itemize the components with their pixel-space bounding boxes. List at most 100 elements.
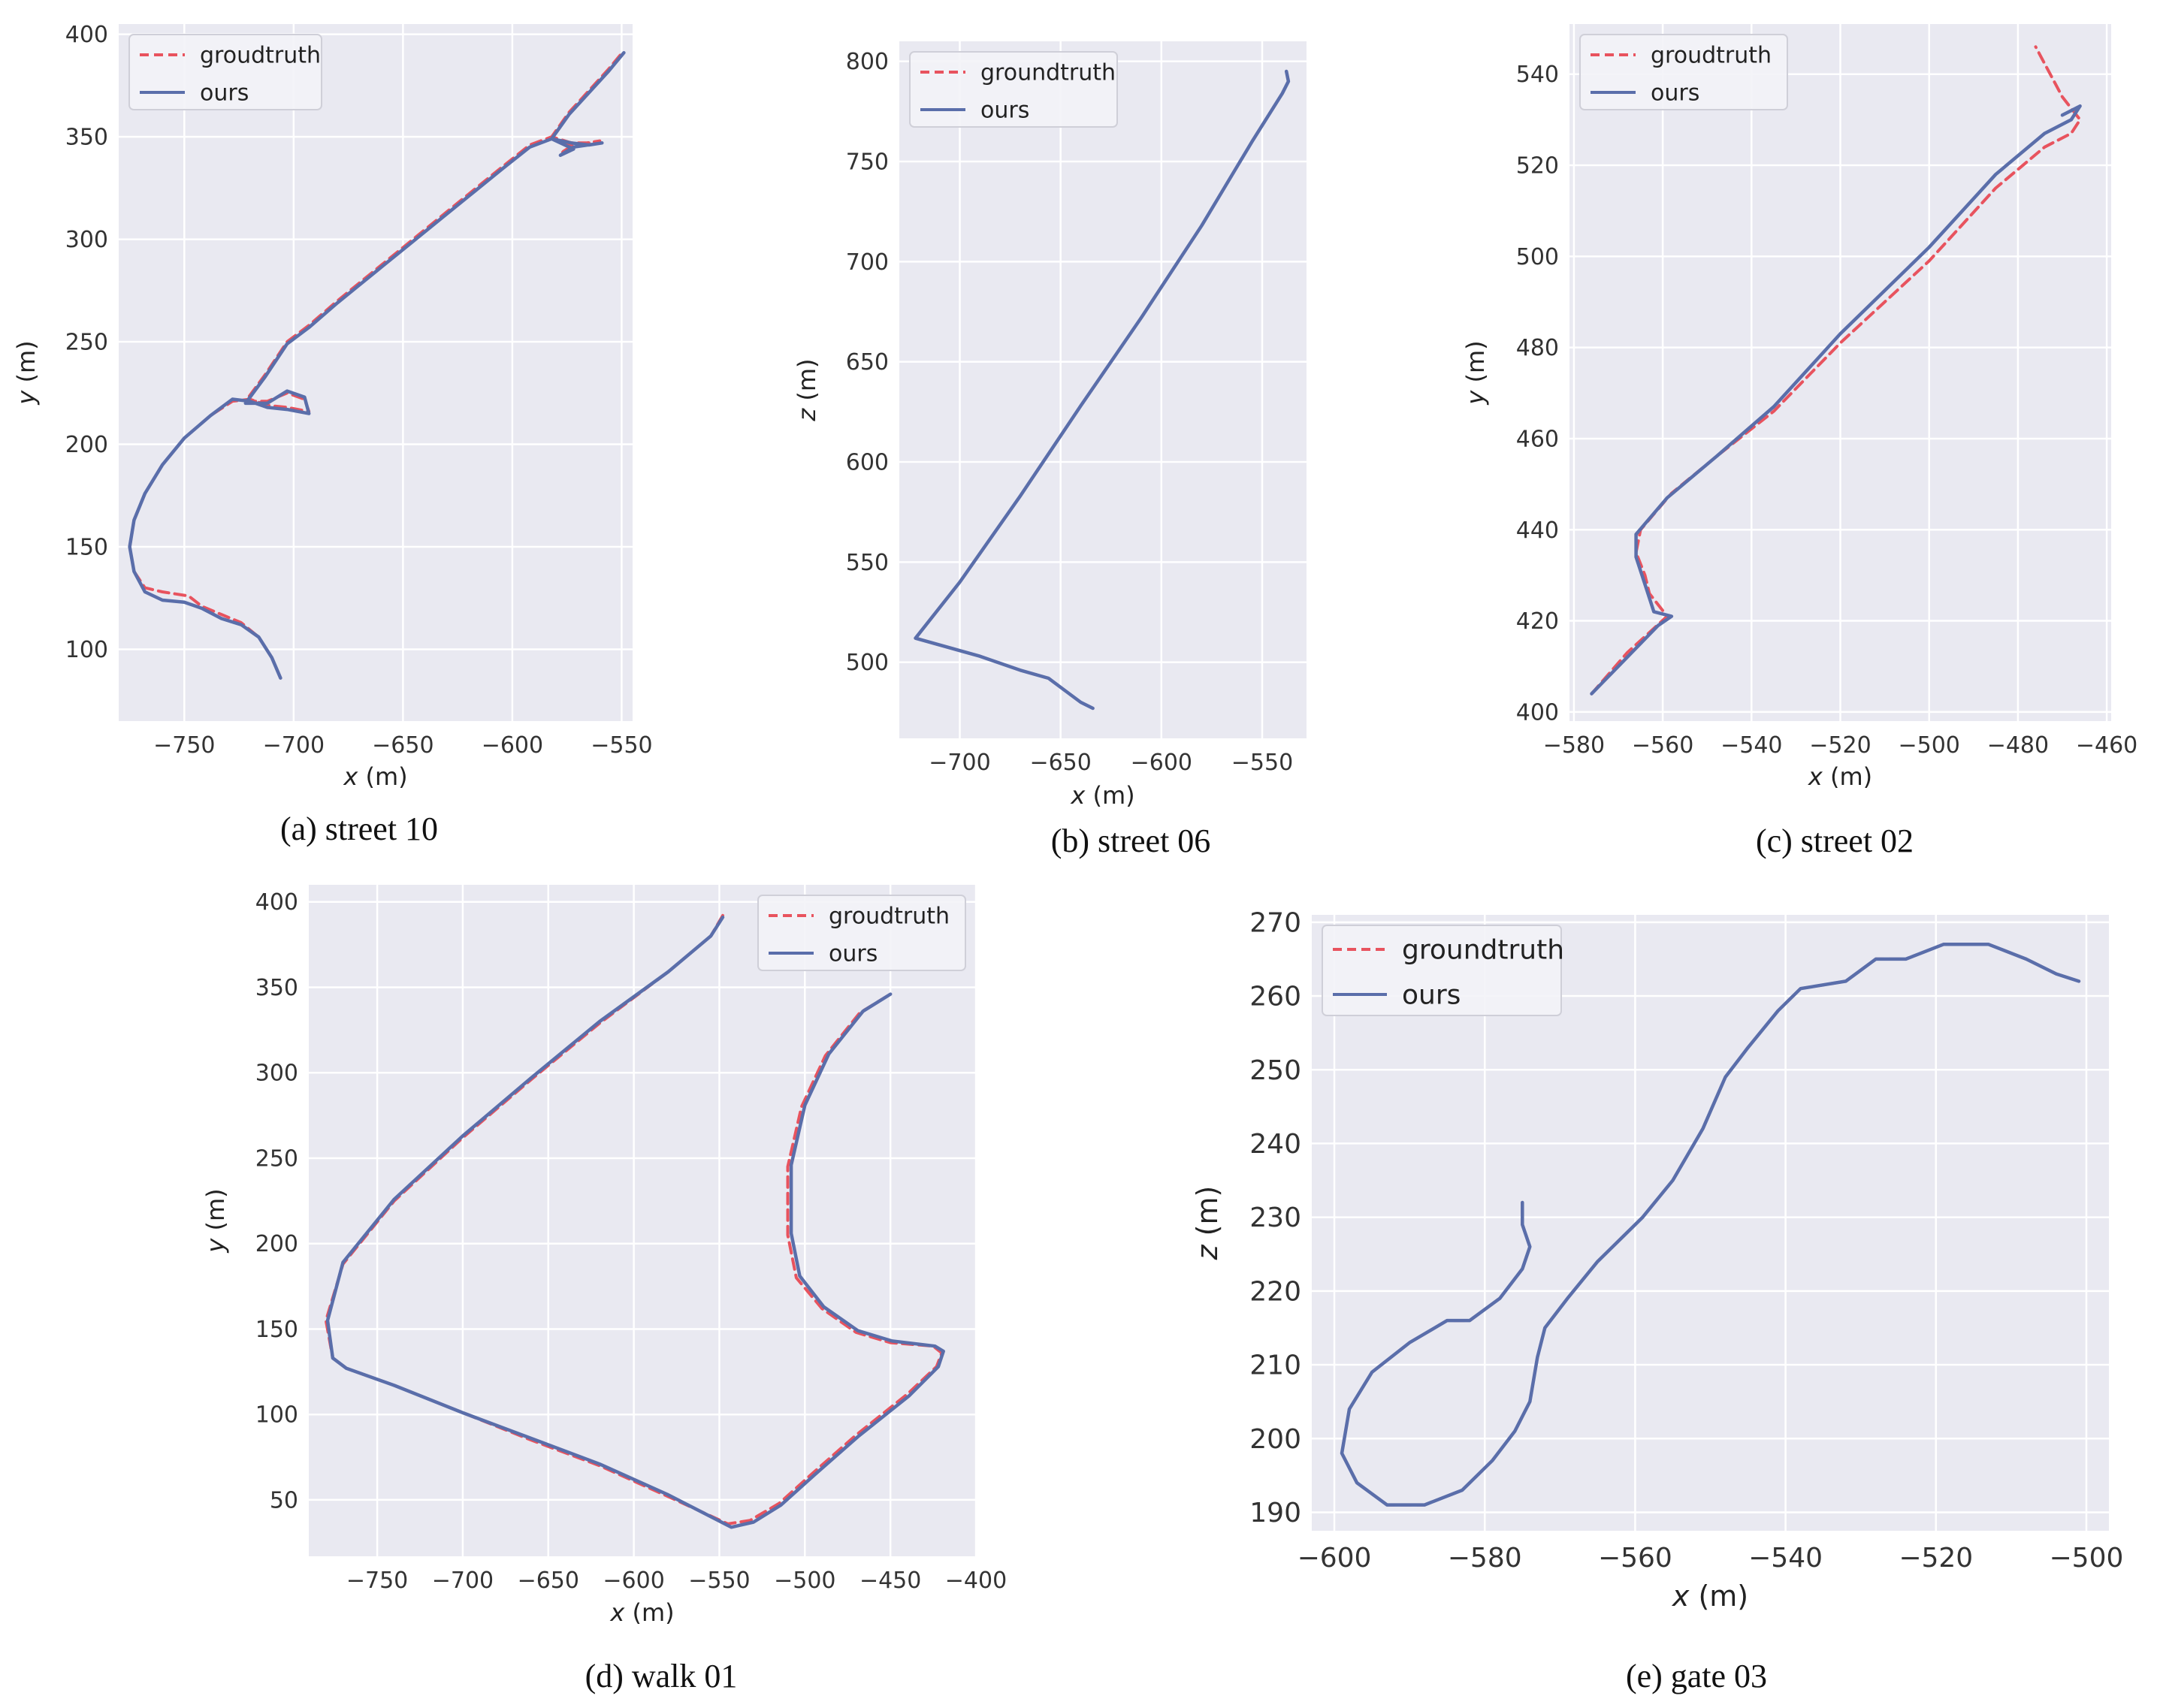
plot-area-d <box>309 885 976 1556</box>
y-tick-label: 500 <box>846 650 889 676</box>
legend-label: ours <box>1651 80 1699 107</box>
series-line-ours <box>1340 943 2081 1507</box>
x-tick-label: −550 <box>591 732 652 759</box>
plot-area-b <box>899 41 1307 738</box>
y-tick-label: 260 <box>1249 982 1301 1012</box>
y-tick-label: 500 <box>1516 244 1559 270</box>
x-tick-label: −650 <box>372 732 434 759</box>
plot-area-a <box>119 24 633 721</box>
x-tick-label: −500 <box>1898 732 1959 759</box>
x-tick-label: −550 <box>1231 750 1293 776</box>
x-tick-label: −600 <box>482 732 543 759</box>
y-tick-label: 700 <box>846 249 889 276</box>
x-tick-label: −700 <box>929 750 990 776</box>
x-tick-label: −700 <box>432 1568 494 1594</box>
panel-a: −750 −700 −650 −600 −550 100 150 200 250 300 350 40… <box>12 22 653 791</box>
y-tick-label: 150 <box>65 535 108 561</box>
y-tick-label: 270 <box>1249 907 1301 938</box>
caption-d: (d) walk 01 <box>585 1658 738 1694</box>
y-tick-label: 400 <box>1516 699 1559 726</box>
legend-label: groundtruth <box>1402 935 1564 966</box>
x-tick-label: −750 <box>346 1568 408 1594</box>
y-tick-label: 800 <box>846 49 889 75</box>
legend-label: groudtruth <box>200 43 321 69</box>
y-tick-label: 350 <box>65 125 108 151</box>
caption-a: (a) street 10 <box>279 810 439 847</box>
series-line-ours <box>128 50 626 680</box>
legend-a: groudtruth ours <box>128 34 322 110</box>
y-tick-label: 250 <box>255 1145 298 1172</box>
x-tick-label: −460 <box>2076 732 2137 759</box>
x-tick-label: −450 <box>859 1568 921 1594</box>
x-tick-label: −500 <box>2050 1543 2124 1574</box>
x-tick-label: −400 <box>945 1568 1007 1594</box>
y-tick-label: 250 <box>65 330 108 356</box>
x-tick-label: −600 <box>1131 750 1192 776</box>
caption-c: (c) street 02 <box>1755 822 1914 859</box>
x-tick-label: −750 <box>153 732 215 759</box>
y-tick-label: 420 <box>1516 608 1559 635</box>
y-tick-label: 190 <box>1249 1498 1301 1528</box>
x-tick-label: −480 <box>1987 732 2049 759</box>
y-tick-label: 200 <box>65 432 108 458</box>
y-axis-label: y (m) <box>12 340 41 405</box>
y-tick-label: 520 <box>1516 153 1559 180</box>
legend-label: ours <box>829 941 878 967</box>
y-axis-label: z (m) <box>1191 1186 1224 1261</box>
y-tick-label: 50 <box>270 1487 298 1513</box>
y-tick-label: 200 <box>255 1231 298 1257</box>
y-tick-label: 100 <box>255 1402 298 1429</box>
x-axis-label: x (m) <box>343 762 407 791</box>
x-axis-label: x (m) <box>1672 1580 1748 1613</box>
x-tick-label: −650 <box>1029 750 1091 776</box>
panel-c: −580 −560 −540 −520 −500 −480 −460 400 420 440 460… <box>1461 24 2137 791</box>
y-tick-label: 210 <box>1249 1350 1301 1381</box>
panel-b: −700 −650 −600 −550 500 550 600 650 700 750 800 x (… <box>793 41 1307 810</box>
legend-d: groudtruth ours <box>757 895 966 971</box>
y-tick-label: 750 <box>846 149 889 176</box>
y-tick-label: 480 <box>1516 335 1559 361</box>
y-tick-label: 100 <box>65 637 108 663</box>
caption-e: (e) gate 03 <box>1625 1658 1768 1694</box>
x-tick-label: −560 <box>1598 1543 1672 1574</box>
x-tick-label: −520 <box>1809 732 1871 759</box>
legend-c: groudtruth ours <box>1579 34 1788 110</box>
x-tick-label: −700 <box>263 732 325 759</box>
x-tick-label: −580 <box>1448 1543 1522 1574</box>
y-tick-label: 240 <box>1249 1129 1301 1160</box>
x-tick-label: −600 <box>603 1568 664 1594</box>
x-tick-label: −550 <box>688 1568 750 1594</box>
y-tick-label: 440 <box>1516 518 1559 544</box>
x-tick-label: −650 <box>518 1568 579 1594</box>
legend-label: ours <box>1402 980 1461 1011</box>
series-line-groundtruth <box>128 49 626 680</box>
y-axis-label: y (m) <box>201 1188 230 1253</box>
x-axis-label: x (m) <box>1808 762 1872 791</box>
legend-label: groundtruth <box>980 60 1116 86</box>
y-tick-label: 400 <box>65 22 108 48</box>
legend-label: ours <box>980 98 1029 124</box>
series-line-ours <box>325 915 945 1529</box>
x-axis-label: x (m) <box>609 1598 674 1627</box>
y-tick-label: 540 <box>1516 62 1559 88</box>
y-tick-label: 400 <box>255 889 298 916</box>
legend-label: groudtruth <box>829 904 950 930</box>
legend-label: groudtruth <box>1651 43 1772 69</box>
caption-b: (b) street 06 <box>1050 822 1211 859</box>
y-tick-label: 300 <box>65 227 108 253</box>
x-axis-label: x (m) <box>1070 781 1134 810</box>
y-tick-label: 350 <box>255 975 298 1001</box>
y-tick-label: 300 <box>255 1061 298 1087</box>
legend-e: groundtruth ours <box>1322 925 1564 1016</box>
x-tick-label: −540 <box>1720 732 1782 759</box>
x-tick-label: −540 <box>1748 1543 1823 1574</box>
x-tick-label: −520 <box>1899 1543 1973 1574</box>
series-line-groundtruth <box>1590 45 2082 696</box>
y-tick-label: 650 <box>846 349 889 376</box>
y-tick-label: 220 <box>1249 1276 1301 1307</box>
legend-b: groundtruth ours <box>909 51 1118 128</box>
x-tick-label: −560 <box>1632 732 1693 759</box>
series-line-ours <box>1590 104 2082 696</box>
y-tick-label: 460 <box>1516 426 1559 452</box>
x-tick-label: −580 <box>1543 732 1605 759</box>
